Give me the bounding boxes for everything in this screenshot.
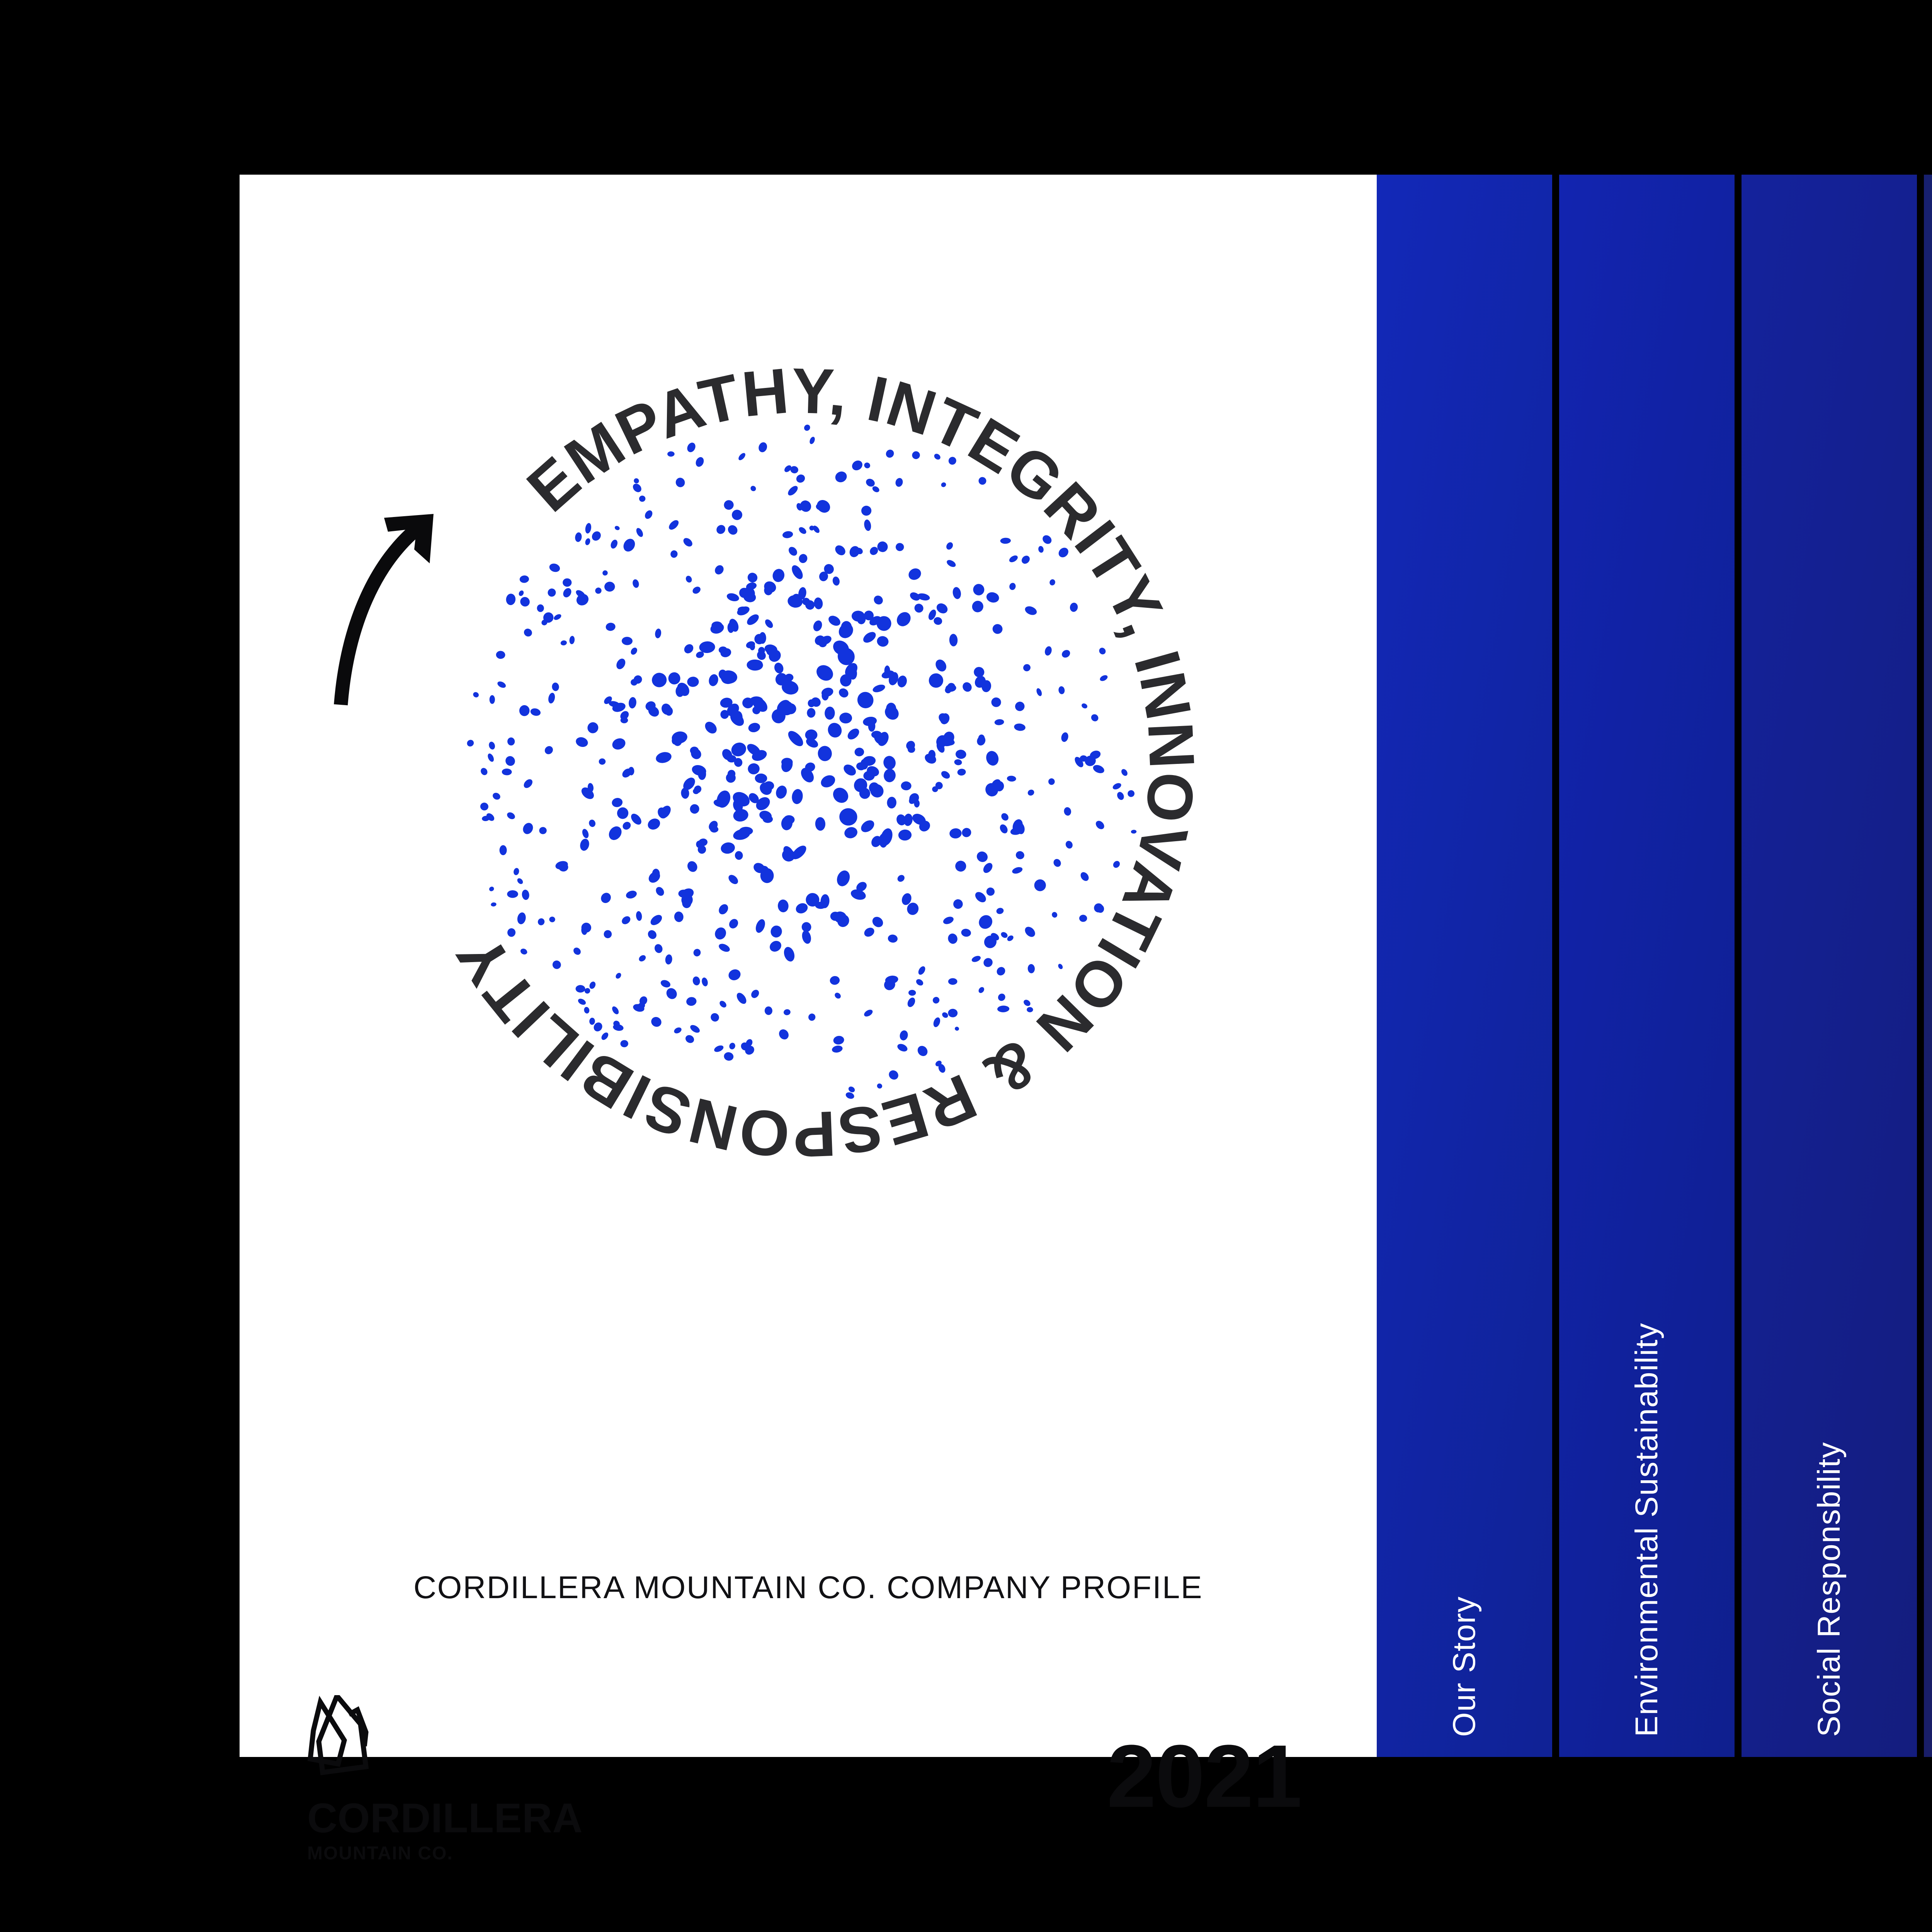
mountain-peaks-icon bbox=[307, 1695, 384, 1776]
brand-name: CORDILLERA bbox=[307, 1794, 583, 1841]
tab-label: Social Responsbility bbox=[1811, 1442, 1847, 1737]
cover-panel: EMPATHY, INTEGRITY, INNOVATION & RESPONS… bbox=[240, 175, 1377, 1863]
tab-label: Our Story bbox=[1447, 1596, 1482, 1737]
tab-our-story[interactable]: Our Story bbox=[1377, 175, 1552, 1757]
dot-cluster-icon bbox=[460, 418, 1144, 1110]
brand-lockup: CORDILLERA MOUNTAIN CO. bbox=[307, 1695, 583, 1864]
brand-subname: MOUNTAIN CO. bbox=[307, 1843, 453, 1864]
section-tab-strip: Our Story Environmental Sustainability S… bbox=[1377, 175, 1932, 1757]
curved-arrow-up-right-icon bbox=[317, 445, 483, 716]
tab-label: Environmental Sustainability bbox=[1629, 1322, 1664, 1737]
tab-social-responsibility[interactable]: Social Responsbility bbox=[1742, 175, 1917, 1757]
page-title: CORDILLERA MOUNTAIN CO. COMPANY PROFILE bbox=[413, 1570, 1203, 1605]
tab-product-innovation[interactable]: Product Innovation bbox=[1924, 175, 1932, 1757]
year-label: 2021 bbox=[1107, 1726, 1302, 1826]
tab-environmental-sustainability[interactable]: Environmental Sustainability bbox=[1559, 175, 1735, 1757]
